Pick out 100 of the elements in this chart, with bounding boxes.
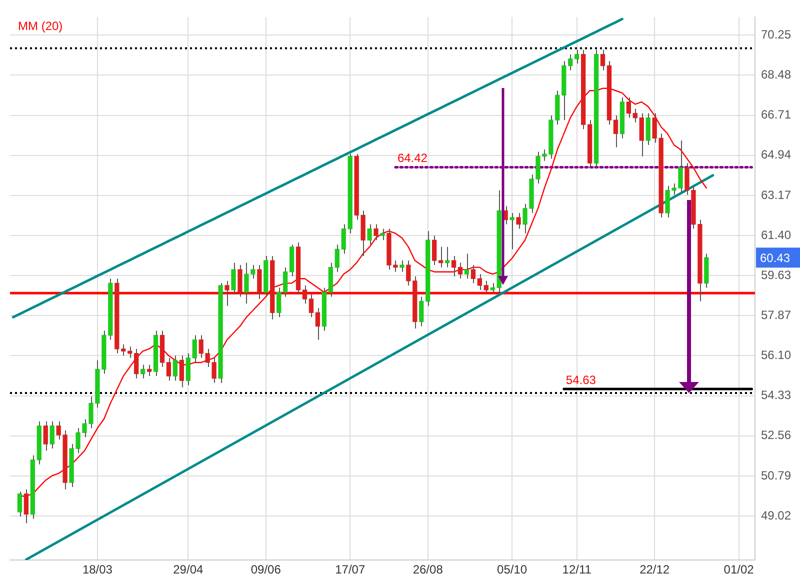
candlestick [704, 253, 709, 288]
candlestick [315, 308, 320, 340]
candlestick [231, 262, 236, 296]
candlestick [308, 294, 314, 318]
candlestick [160, 330, 165, 368]
candlestick [458, 262, 463, 280]
x-tick-label: 05/10 [497, 562, 528, 577]
candlestick [516, 212, 521, 230]
candlestick [30, 454, 36, 520]
candlestick [606, 60, 612, 126]
candlestick [464, 253, 470, 280]
candlestick [276, 287, 282, 318]
candlestick [594, 49, 599, 168]
candlestick [218, 282, 223, 384]
candlestick [444, 246, 450, 268]
annotation: 64.42 [397, 151, 428, 166]
candlestick [600, 49, 606, 71]
candlestick [406, 260, 411, 286]
candlestick [224, 280, 230, 306]
x-tick-label: 22/12 [640, 562, 670, 577]
annotation: 54.63 [566, 372, 596, 387]
y-tick-label: 61.40 [761, 228, 792, 242]
y-tick-label: 50.79 [761, 468, 792, 482]
candlestick [632, 108, 638, 123]
candlestick [587, 120, 592, 168]
candlestick [146, 364, 152, 377]
candlestick [639, 112, 644, 157]
candlestick [426, 230, 430, 306]
candlestick [172, 355, 178, 382]
candlestick [198, 334, 204, 358]
candlestick [510, 212, 514, 250]
y-tick-label: 54.33 [761, 388, 792, 402]
candlestick [257, 264, 262, 300]
candlestick [43, 420, 48, 452]
candlestick [374, 224, 378, 241]
y-tick-label: 66.71 [761, 108, 792, 122]
candlestick [477, 274, 482, 290]
candlestick [270, 255, 275, 320]
candlestick [264, 255, 268, 298]
candlestick [484, 280, 488, 293]
x-tick-label: 12/11 [562, 562, 592, 577]
candlestick [17, 491, 22, 518]
candlestick [568, 54, 573, 71]
candlestick [134, 348, 139, 379]
candlestick [496, 190, 502, 293]
candlestick [412, 276, 418, 329]
x-tick-label: 29/04 [173, 562, 204, 577]
candlestick [400, 260, 404, 272]
candlestick [334, 244, 340, 272]
text: 60.43 [760, 250, 790, 265]
x-tick-label: 18/03 [82, 562, 113, 577]
y-tick-label: 70.25 [761, 27, 792, 42]
candlestick [580, 49, 586, 130]
candlestick [341, 224, 346, 254]
y-tick-label: 49.02 [761, 508, 792, 522]
candlestick [186, 352, 190, 386]
candlestick [289, 244, 294, 277]
candlestick [114, 278, 120, 354]
candlestick [470, 264, 476, 284]
candlestick [328, 262, 334, 298]
candlestick [140, 364, 146, 379]
candlestick [153, 330, 158, 377]
candlestick [166, 357, 172, 382]
candlestick [626, 96, 632, 118]
y-tick-label: 64.94 [761, 148, 792, 162]
y-tick-label: 59.63 [761, 268, 792, 282]
candlestick [613, 115, 618, 148]
candlestick [36, 420, 42, 465]
candlestick [282, 266, 288, 298]
candlestick [121, 344, 126, 356]
candlestick [451, 255, 456, 277]
y-tick-label: 52.56 [761, 428, 792, 442]
x-tick-label: 17/07 [335, 562, 366, 577]
y-tick-label: 68.48 [761, 68, 792, 82]
candlestick [367, 224, 372, 246]
candlestick [646, 112, 650, 146]
text: MM (20) [18, 19, 63, 33]
candlestick [302, 284, 308, 304]
candlestick [50, 420, 54, 450]
y-tick-label: 56.10 [761, 348, 792, 362]
y-tick-label: 63.17 [761, 188, 792, 202]
candlestick [192, 334, 197, 363]
candlestick [24, 488, 29, 524]
x-tick-label: 01/02 [724, 562, 754, 577]
x-tick-label: 26/08 [412, 562, 444, 577]
candlestick [620, 96, 625, 139]
candlestick [322, 287, 327, 332]
candlestick [348, 154, 352, 234]
candlestick [380, 228, 385, 241]
candlestick [432, 235, 437, 266]
candlestick [296, 242, 301, 296]
x-tick-label: 09/06 [250, 562, 282, 577]
candlestick [438, 246, 444, 268]
candlestick [574, 49, 580, 64]
candlestick [490, 282, 495, 293]
candlestick [179, 355, 184, 388]
candlestick [562, 60, 566, 121]
candlestick [238, 264, 242, 298]
y-tick-label: 57.87 [761, 308, 792, 322]
candlestick [419, 296, 424, 327]
